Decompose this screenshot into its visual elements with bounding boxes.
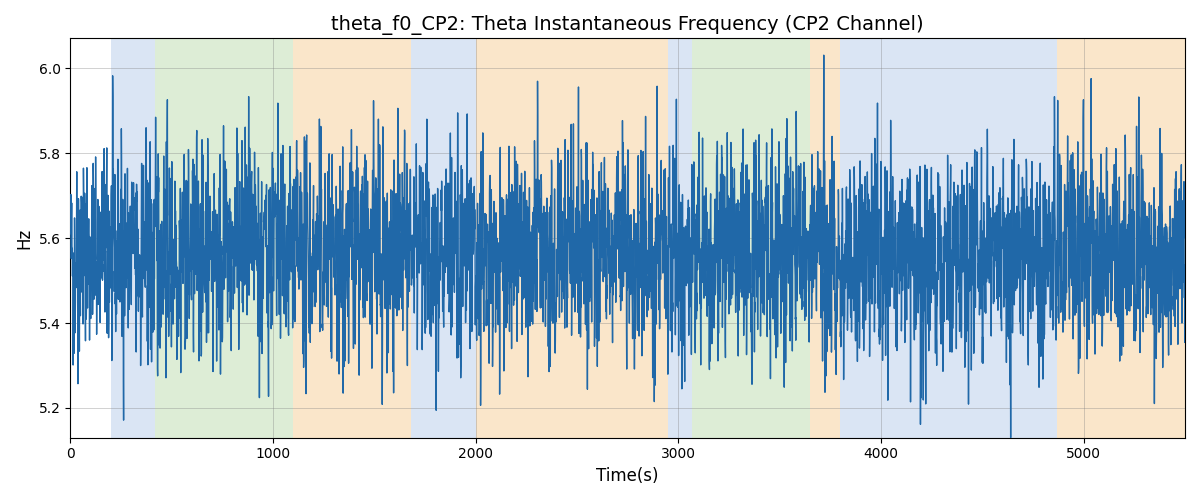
Bar <box>668 38 692 438</box>
Bar <box>110 38 156 438</box>
Y-axis label: Hz: Hz <box>16 228 34 248</box>
Bar <box>810 38 840 438</box>
Bar <box>156 38 293 438</box>
Title: theta_f0_CP2: Theta Instantaneous Frequency (CP2 Channel): theta_f0_CP2: Theta Instantaneous Freque… <box>331 15 924 35</box>
Bar <box>692 38 810 438</box>
Bar <box>293 38 410 438</box>
Bar <box>840 38 1057 438</box>
Bar <box>475 38 668 438</box>
X-axis label: Time(s): Time(s) <box>596 467 659 485</box>
Bar <box>410 38 475 438</box>
Bar <box>1057 38 1200 438</box>
